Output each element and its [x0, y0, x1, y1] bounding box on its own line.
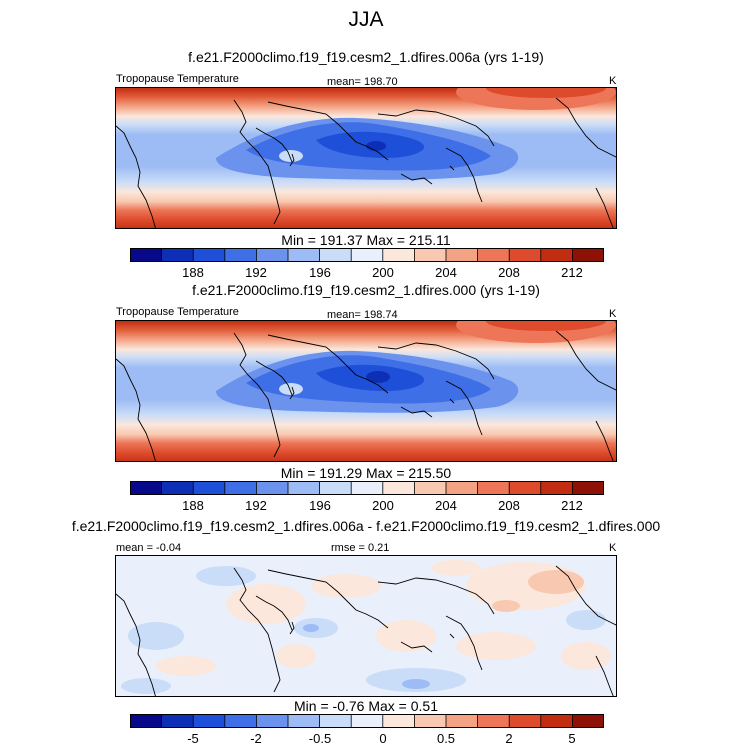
colorbar-swatch [382, 481, 415, 495]
panel-3-minmax: Min = -0.76 Max = 0.51 [294, 698, 438, 714]
colorbar-swatch [477, 481, 510, 495]
colorbar-tick: 204 [435, 265, 457, 280]
colorbar-border [130, 481, 604, 495]
colorbar-swatch [193, 714, 226, 728]
colorbar-swatch [540, 714, 573, 728]
colorbar-swatch [477, 248, 510, 262]
colorbar-swatch [288, 481, 320, 495]
colorbar-swatch [509, 248, 542, 262]
colorbar-swatch [572, 481, 604, 495]
figure-title: JJA [348, 8, 384, 31]
colorbar-tick: 192 [245, 498, 267, 513]
colorbar-swatch [446, 248, 478, 262]
colorbar-swatch [161, 248, 194, 262]
colorbar-swatch [161, 714, 194, 728]
colorbar-swatch [288, 248, 320, 262]
panel-1-colorbar [130, 248, 604, 262]
panel-2-colorbar-labels: 188 192 196 200 204 208 212 [130, 498, 604, 514]
panel-1-title: f.e21.F2000climo.f19_f19.cesm2_1.dfires.… [188, 49, 544, 65]
colorbar-swatch [351, 248, 384, 262]
colorbar-swatch [572, 248, 604, 262]
colorbar-swatch [224, 248, 257, 262]
colorbar-swatch [319, 481, 352, 495]
panel-1-mean-label: mean= 198.70 [327, 76, 398, 88]
panel-1-minmax: Min = 191.37 Max = 215.11 [281, 232, 451, 248]
colorbar-tick: 192 [245, 265, 267, 280]
colorbar-swatch [193, 248, 226, 262]
panel-2-map [115, 320, 617, 462]
colorbar-swatch [224, 481, 257, 495]
colorbar-tick: 5 [568, 731, 576, 746]
panel-1-variable-label: Tropopause Temperature [116, 73, 239, 85]
colorbar-tick: 212 [561, 265, 583, 280]
colorbar-tick: 196 [309, 498, 331, 513]
colorbar-tick: 196 [309, 265, 331, 280]
panel-1-units-label: K [609, 75, 617, 87]
colorbar-swatch [256, 248, 289, 262]
colorbar-swatch [414, 248, 447, 262]
colorbar-border [130, 248, 604, 262]
colorbar-swatch [382, 248, 415, 262]
colorbar-tick: -5 [187, 731, 199, 746]
colorbar-swatch [288, 714, 320, 728]
colorbar-swatch [572, 714, 604, 728]
panel-2-mean-label: mean= 198.74 [327, 309, 398, 321]
colorbar-tick: 2 [505, 731, 513, 746]
colorbar-swatch [130, 481, 162, 495]
colorbar-swatch [224, 714, 257, 728]
colorbar-swatch [414, 481, 447, 495]
colorbar-tick: 212 [561, 498, 583, 513]
colorbar-swatch [446, 714, 478, 728]
panel-3-units-label: K [609, 542, 617, 554]
panel-2-minmax: Min = 191.29 Max = 215.50 [280, 465, 452, 481]
colorbar-tick: 188 [182, 265, 204, 280]
colorbar-swatch [509, 714, 542, 728]
colorbar-tick: 200 [372, 265, 394, 280]
colorbar-swatch [509, 481, 542, 495]
colorbar-swatch [319, 248, 352, 262]
colorbar-tick: 208 [498, 498, 520, 513]
panel-2-variable-label: Tropopause Temperature [116, 306, 239, 318]
colorbar-tick: 200 [372, 498, 394, 513]
colorbar-border [130, 714, 604, 728]
panel-2-colorbar [130, 481, 604, 495]
colorbar-swatch [130, 714, 162, 728]
panel-1-colorbar-labels: 188 192 196 200 204 208 212 [130, 265, 604, 281]
colorbar-tick: 0.5 [436, 731, 456, 746]
colorbar-swatch [130, 248, 162, 262]
panel-3-colorbar [130, 714, 604, 728]
colorbar-swatch [540, 481, 573, 495]
panel-3-rmse-label: rmse = 0.21 [331, 542, 390, 554]
panel-2-units-label: K [609, 308, 617, 320]
colorbar-swatch [540, 248, 573, 262]
colorbar-swatch [256, 714, 289, 728]
colorbar-swatch [161, 481, 194, 495]
panel-3-map [115, 555, 617, 697]
colorbar-tick: 0 [379, 731, 387, 746]
colorbar-tick: -0.5 [308, 731, 332, 746]
colorbar-tick: -2 [250, 731, 262, 746]
panel-3-title: f.e21.F2000climo.f19_f19.cesm2_1.dfires.… [71, 518, 661, 534]
panel-3-mean-label: mean = -0.04 [116, 542, 182, 554]
colorbar-tick: 204 [435, 498, 457, 513]
colorbar-swatch [477, 714, 510, 728]
colorbar-swatch [351, 481, 384, 495]
colorbar-swatch [256, 481, 289, 495]
colorbar-swatch [446, 481, 478, 495]
panel-1-map [115, 87, 617, 229]
colorbar-swatch [319, 714, 352, 728]
colorbar-swatch [382, 714, 415, 728]
colorbar-swatch [351, 714, 384, 728]
panel-3-colorbar-labels: -5 -2 -0.5 0 0.5 2 5 [130, 731, 604, 747]
colorbar-swatch [193, 481, 226, 495]
colorbar-tick: 188 [182, 498, 204, 513]
panel-2-title: f.e21.F2000climo.f19_f19.cesm2_1.dfires.… [192, 282, 540, 298]
colorbar-tick: 208 [498, 265, 520, 280]
colorbar-swatch [414, 714, 447, 728]
